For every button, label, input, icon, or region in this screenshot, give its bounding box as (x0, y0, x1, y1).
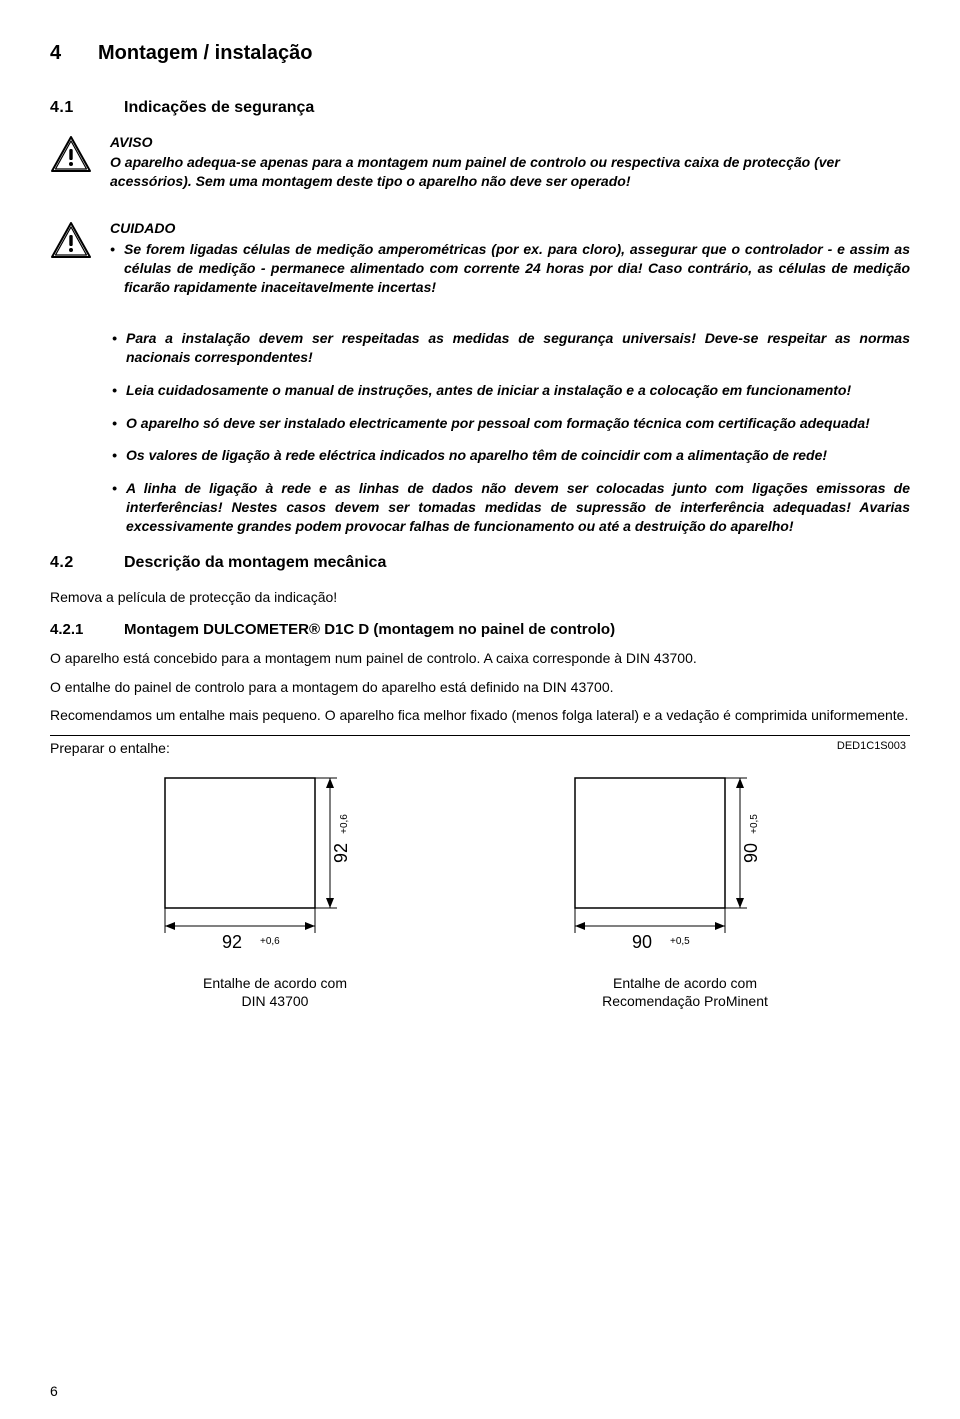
p-entalhe: O entalhe do painel de controlo para a m… (50, 678, 910, 697)
cuidado-extra-bullets: Para a instalação devem ser respeitadas … (50, 329, 910, 536)
prepare-cutout-row: Preparar o entalhe: DED1C1S003 (50, 735, 910, 758)
heading-2-mech-title: Descrição da montagem mecânica (124, 554, 386, 571)
p-concebido: O aparelho está concebido para a montage… (50, 649, 910, 668)
remove-film-text: Remova a película de protecção da indica… (50, 588, 910, 607)
heading-1-title: Montagem / instalação (98, 42, 313, 64)
svg-text:90: 90 (741, 843, 761, 863)
heading-2-safety: 4.1Indicações de segurança (50, 97, 910, 119)
cutout-diagrams: 92 +0,6 92 +0,6 Entalhe de acordo com DI… (50, 768, 910, 1010)
figure-reference-code: DED1C1S003 (837, 739, 906, 754)
prepare-cutout-label: Preparar o entalhe: (50, 739, 170, 758)
warning-aviso: AVISO O aparelho adequa-se apenas para a… (50, 133, 910, 202)
warning-cuidado: CUIDADO Se forem ligadas células de medi… (50, 219, 910, 311)
warning-triangle-icon (50, 221, 92, 264)
heading-2-title: Indicações de segurança (124, 99, 314, 116)
svg-text:92: 92 (331, 843, 351, 863)
cutout-svg-2: 90 +0,5 90 +0,5 (535, 768, 835, 968)
cuidado-bullet-5: Os valores de ligação à rede eléctrica i… (112, 446, 910, 465)
cuidado-bullet-4: O aparelho só deve ser instalado electri… (112, 414, 910, 433)
cuidado-body: CUIDADO Se forem ligadas células de medi… (110, 219, 910, 311)
aviso-body: AVISO O aparelho adequa-se apenas para a… (110, 133, 910, 202)
diagram-prominent: 90 +0,5 90 +0,5 Entalhe de acordo com Re… (535, 768, 835, 1010)
page-number: 6 (50, 1382, 58, 1401)
heading-2-number: 4.1 (50, 97, 124, 119)
heading-1: 4Montagem / instalação (50, 40, 910, 67)
heading-2-mech: 4.2Descrição da montagem mecânica (50, 552, 910, 574)
heading-3-montagem: 4.2.1Montagem DULCOMETER® D1C D (montage… (50, 620, 910, 640)
cutout-svg-1: 92 +0,6 92 +0,6 (125, 768, 425, 968)
svg-text:+0,5: +0,5 (670, 936, 690, 947)
cuidado-bullet-6: A linha de ligação à rede e as linhas de… (112, 479, 910, 536)
cuidado-title: CUIDADO (110, 219, 910, 238)
svg-text:90: 90 (632, 932, 652, 952)
svg-text:92: 92 (222, 932, 242, 952)
svg-text:+0,6: +0,6 (260, 936, 280, 947)
diagram-2-caption: Entalhe de acordo com Recomendação ProMi… (602, 974, 768, 1010)
warning-triangle-icon (50, 135, 92, 178)
heading-2-mech-number: 4.2 (50, 552, 124, 574)
diagram-din43700: 92 +0,6 92 +0,6 Entalhe de acordo com DI… (125, 768, 425, 1010)
p-recomenda: Recomendamos um entalhe mais pequeno. O … (50, 706, 910, 725)
heading-1-number: 4 (50, 40, 98, 67)
aviso-title: AVISO (110, 133, 910, 152)
cuidado-bullet-1: Se forem ligadas células de medição ampe… (110, 240, 910, 297)
heading-3-number: 4.2.1 (50, 620, 124, 640)
svg-text:+0,5: +0,5 (749, 814, 760, 834)
heading-3-title: Montagem DULCOMETER® D1C D (montagem no … (124, 621, 615, 638)
cuidado-bullet-3: Leia cuidadosamente o manual de instruçõ… (112, 381, 910, 400)
diagram-1-caption: Entalhe de acordo com DIN 43700 (203, 974, 347, 1010)
aviso-text: O aparelho adequa-se apenas para a monta… (110, 153, 910, 191)
svg-text:+0,6: +0,6 (339, 814, 350, 834)
cuidado-bullet-2: Para a instalação devem ser respeitadas … (112, 329, 910, 367)
